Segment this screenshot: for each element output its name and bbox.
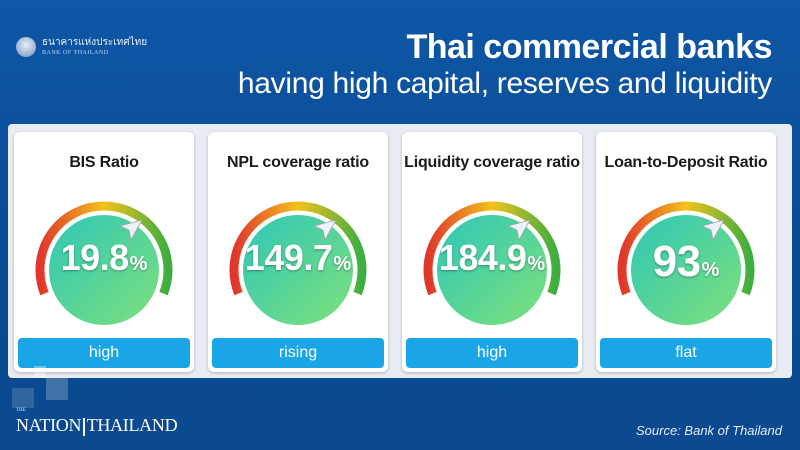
gauge-pointer-icon — [312, 219, 337, 242]
gauge-pointer-icon — [118, 219, 143, 242]
gauge-dial — [35, 201, 173, 325]
headline-main: Thai commercial banks — [406, 28, 772, 66]
gauge — [596, 184, 776, 334]
gauge-value: 184.9% — [402, 240, 582, 276]
gauge-pointer-icon — [700, 219, 725, 242]
gauge — [14, 184, 194, 334]
gauge-face — [437, 215, 547, 325]
gauge-unit: % — [129, 253, 148, 275]
gauge-number: 93 — [652, 237, 701, 286]
decorative-square — [46, 378, 68, 400]
card-title: Loan-to-Deposit Ratio — [604, 154, 768, 171]
status-label: high — [406, 338, 578, 368]
gauge-unit: % — [333, 253, 352, 275]
headline: Thai commercial banks having high capita… — [237, 28, 773, 102]
nation-thailand-logo: THE NATION THAILAND — [16, 408, 178, 436]
gauge-dial — [423, 201, 561, 325]
brand-right: THAILAND — [86, 415, 178, 435]
gauge-pointer-icon — [506, 219, 531, 242]
logo-english-name: BANK OF THAILAND — [42, 50, 109, 56]
brand-the: THE — [16, 408, 26, 413]
status-label: rising — [212, 338, 384, 368]
gauge-face — [631, 215, 741, 325]
gauge-dial — [617, 201, 755, 325]
metric-card-bis-ratio: BIS Ratio 19.8% high — [14, 132, 194, 372]
gauge-dial — [229, 201, 367, 325]
metric-card-npl-coverage: NPL coverage ratio 149.7% rising — [208, 132, 388, 372]
headline-sub: having high capital, reserves and liquid… — [237, 67, 772, 100]
gauge-face — [243, 215, 353, 325]
gauge-value: 19.8% — [14, 240, 194, 276]
bank-emblem-icon — [16, 37, 36, 57]
brand-divider — [83, 418, 85, 436]
status-label: high — [18, 338, 190, 368]
gauge — [402, 184, 582, 334]
gauge-face — [49, 215, 159, 325]
logo-thai-name: ธนาคารแห่งประเทศไทย — [42, 37, 148, 48]
gauge-number: 184.9 — [438, 237, 527, 278]
gauge-value: 149.7% — [208, 240, 388, 276]
card-title: BIS Ratio — [69, 154, 139, 171]
gauge-number: 19.8 — [60, 237, 130, 278]
status-label: flat — [600, 338, 772, 368]
brand-left: NATION — [16, 415, 82, 435]
source-note: Source: Bank of Thailand — [636, 423, 782, 438]
gauge-arc — [229, 201, 367, 296]
decorative-square — [34, 366, 46, 378]
gauge-arc — [423, 201, 561, 296]
gauge-unit: % — [701, 259, 720, 281]
gauge-number: 149.7 — [244, 237, 333, 278]
gauge-arc — [617, 201, 755, 296]
card-title: NPL coverage ratio — [227, 154, 369, 171]
gauge-value: 93% — [596, 240, 776, 284]
decorative-square — [12, 388, 34, 408]
bank-of-thailand-logo: ธนาคารแห่งประเทศไทย BANK OF THAILAND — [16, 36, 206, 58]
gauge-arc — [35, 201, 173, 296]
gauge-unit: % — [527, 253, 546, 275]
gauge — [208, 184, 388, 334]
metric-card-liquidity-coverage: Liquidity coverage ratio 184.9% high — [402, 132, 582, 372]
metric-card-loan-to-deposit: Loan-to-Deposit Ratio 93% flat — [596, 132, 776, 372]
card-title: Liquidity coverage ratio — [404, 154, 580, 171]
